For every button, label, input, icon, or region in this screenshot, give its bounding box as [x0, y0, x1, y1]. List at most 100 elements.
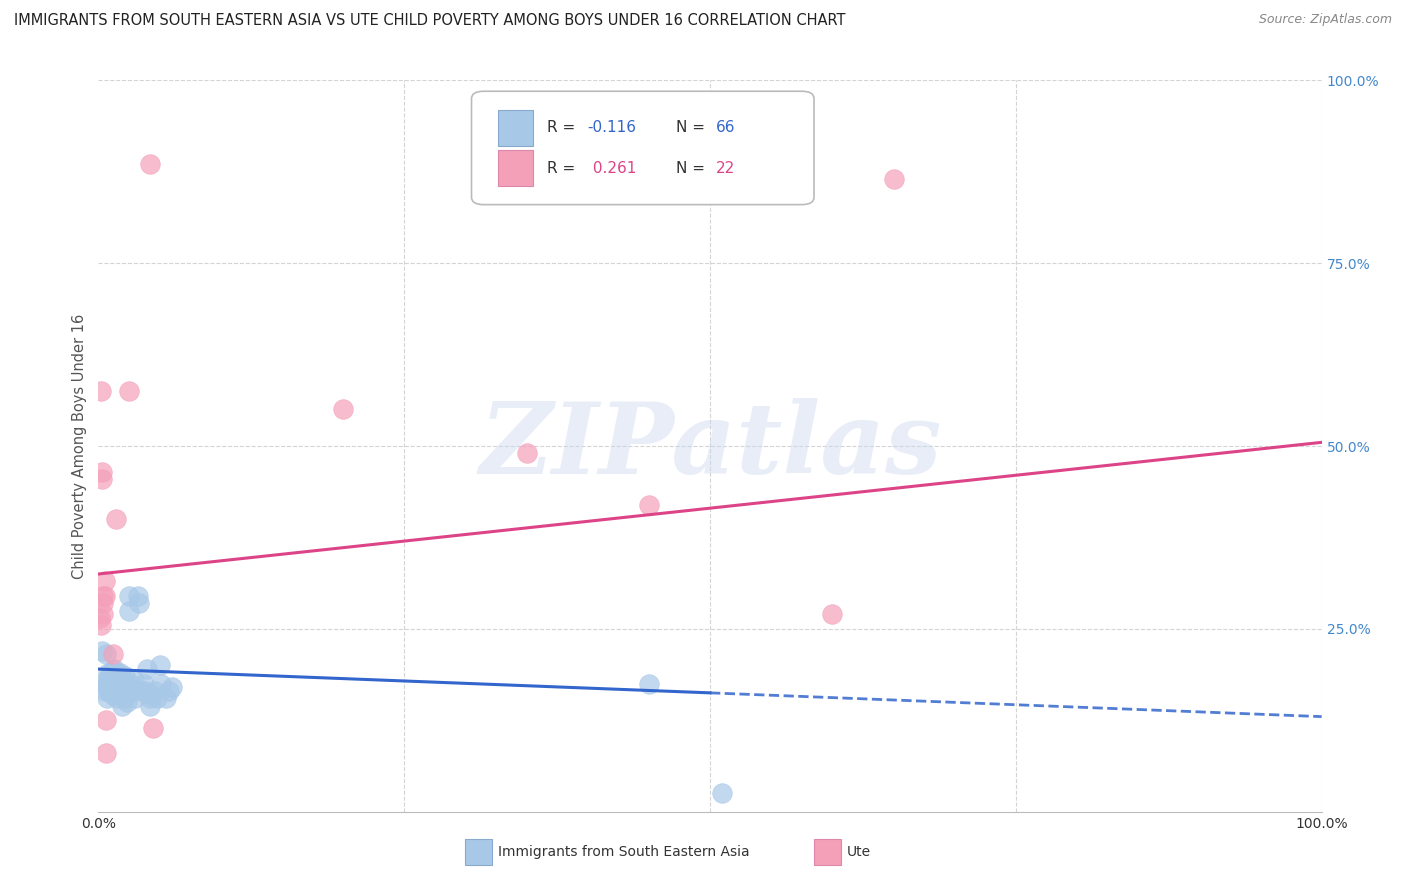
- Text: Immigrants from South Eastern Asia: Immigrants from South Eastern Asia: [498, 845, 749, 859]
- Point: [121, 684, 143, 698]
- Point: [89, 611, 111, 625]
- Point: [115, 681, 138, 695]
- Point: [114, 684, 136, 698]
- Point: [129, 684, 152, 698]
- Point: [143, 684, 166, 698]
- Point: [127, 589, 149, 603]
- Text: 0.261: 0.261: [588, 161, 636, 176]
- Text: Source: ZipAtlas.com: Source: ZipAtlas.com: [1258, 13, 1392, 27]
- FancyBboxPatch shape: [471, 91, 814, 204]
- Point: [149, 676, 172, 690]
- Point: [108, 676, 131, 690]
- Point: [93, 676, 115, 690]
- Point: [103, 673, 125, 687]
- Point: [141, 688, 163, 702]
- Point: [120, 676, 142, 690]
- Text: Ute: Ute: [846, 845, 872, 859]
- Point: [107, 684, 129, 698]
- Point: [104, 669, 127, 683]
- Point: [118, 384, 141, 399]
- Point: [90, 618, 112, 632]
- Point: [638, 676, 661, 690]
- Point: [100, 665, 122, 680]
- Point: [115, 695, 138, 709]
- Point: [157, 684, 180, 698]
- Point: [110, 681, 132, 695]
- Point: [111, 688, 134, 702]
- Point: [139, 157, 162, 171]
- Point: [112, 676, 135, 690]
- Point: [821, 607, 844, 622]
- Point: [105, 665, 128, 680]
- Point: [96, 681, 118, 695]
- Point: [91, 596, 114, 610]
- Text: IMMIGRANTS FROM SOUTH EASTERN ASIA VS UTE CHILD POVERTY AMONG BOYS UNDER 16 CORR: IMMIGRANTS FROM SOUTH EASTERN ASIA VS UT…: [14, 13, 845, 29]
- Point: [103, 662, 125, 676]
- Point: [94, 648, 117, 662]
- Point: [111, 673, 134, 687]
- Point: [104, 512, 127, 526]
- Point: [94, 673, 117, 687]
- Point: [149, 658, 172, 673]
- Point: [132, 676, 155, 690]
- Point: [103, 684, 125, 698]
- Point: [101, 688, 124, 702]
- Point: [883, 172, 905, 186]
- Point: [94, 746, 117, 760]
- Point: [118, 589, 141, 603]
- Point: [105, 676, 128, 690]
- Point: [91, 472, 114, 486]
- Point: [711, 787, 734, 801]
- Point: [155, 691, 177, 706]
- Point: [100, 684, 122, 698]
- Point: [105, 691, 128, 706]
- Point: [136, 662, 159, 676]
- Point: [112, 691, 135, 706]
- Y-axis label: Child Poverty Among Boys Under 16: Child Poverty Among Boys Under 16: [72, 313, 87, 579]
- Text: 66: 66: [716, 120, 735, 136]
- FancyBboxPatch shape: [498, 110, 533, 146]
- Point: [96, 691, 118, 706]
- Point: [111, 684, 134, 698]
- Point: [107, 673, 129, 687]
- Point: [134, 684, 156, 698]
- Point: [101, 648, 124, 662]
- Point: [97, 676, 120, 690]
- Point: [332, 402, 354, 417]
- Point: [101, 673, 124, 687]
- Text: ZIPatlas: ZIPatlas: [479, 398, 941, 494]
- Point: [91, 589, 114, 603]
- Point: [98, 684, 121, 698]
- FancyBboxPatch shape: [814, 839, 841, 864]
- Point: [97, 681, 120, 695]
- Text: -0.116: -0.116: [588, 120, 637, 136]
- Point: [124, 691, 146, 706]
- Point: [101, 669, 124, 683]
- Point: [91, 465, 114, 479]
- Point: [93, 574, 115, 589]
- Point: [139, 691, 162, 706]
- Text: 22: 22: [716, 161, 735, 176]
- Point: [100, 676, 122, 690]
- Point: [128, 596, 150, 610]
- Text: R =: R =: [547, 120, 581, 136]
- Point: [90, 384, 112, 399]
- Point: [110, 665, 132, 680]
- FancyBboxPatch shape: [498, 150, 533, 186]
- Point: [114, 669, 136, 683]
- Point: [111, 698, 134, 713]
- Point: [97, 665, 120, 680]
- Text: N =: N =: [676, 161, 710, 176]
- Point: [139, 698, 162, 713]
- Point: [93, 684, 115, 698]
- Point: [638, 498, 661, 512]
- Text: N =: N =: [676, 120, 710, 136]
- Point: [160, 681, 183, 695]
- Point: [94, 714, 117, 728]
- Point: [91, 644, 114, 658]
- Point: [142, 721, 165, 735]
- Point: [101, 681, 124, 695]
- Point: [515, 446, 537, 460]
- Point: [146, 691, 169, 706]
- Point: [122, 673, 145, 687]
